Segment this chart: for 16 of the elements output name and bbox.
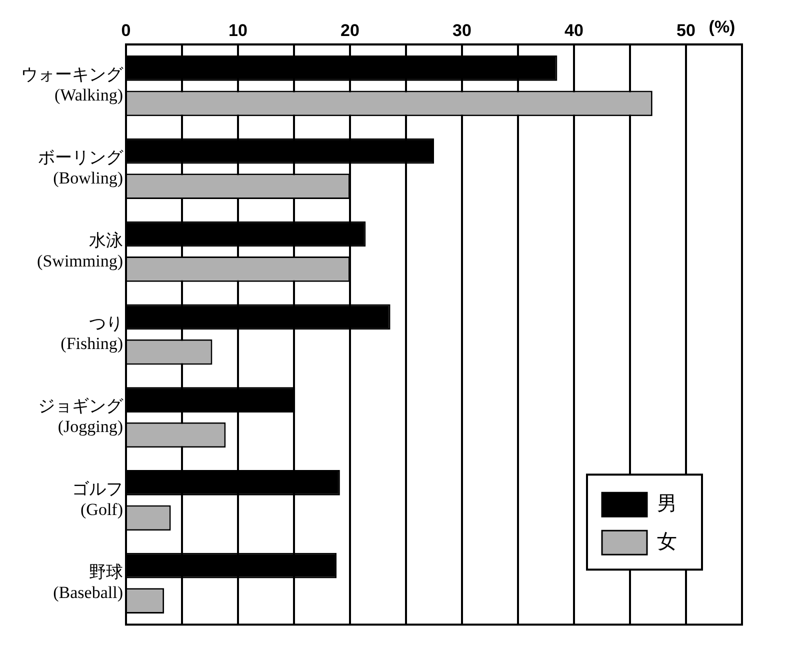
- x-tick-label: 40: [564, 20, 584, 40]
- x-axis-title: (%): [708, 18, 736, 37]
- y-tick-label: 野球 (Baseball): [53, 562, 123, 602]
- legend-label: 男: [657, 490, 677, 515]
- y-tick-label: ウォーキング (Walking): [21, 65, 124, 105]
- x-tick-label: 30: [452, 20, 472, 40]
- y-tick-label: ボーリング (Bowling): [38, 148, 124, 188]
- y-tick-label: ジョギング (Jogging): [38, 396, 124, 436]
- y-tick-label: ゴルフ (Golf): [72, 480, 123, 519]
- x-tick-label: 0: [121, 20, 131, 40]
- x-tick-label: 20: [340, 20, 360, 40]
- y-tick-label: つり (Fishing): [60, 314, 123, 354]
- x-tick-label: 50: [676, 20, 696, 40]
- legend-label: 女: [657, 528, 677, 553]
- x-tick-label: 10: [228, 20, 248, 40]
- y-tick-label: 水泳 (Swimming): [37, 230, 123, 270]
